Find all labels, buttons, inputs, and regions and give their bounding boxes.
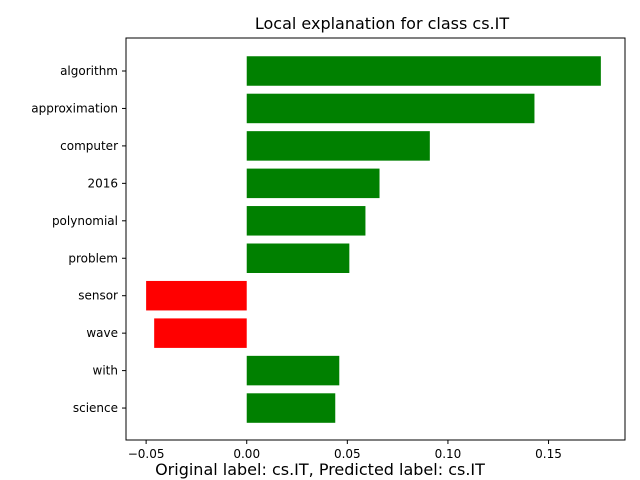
y-tick-label: 2016 (87, 176, 118, 190)
y-tick-label: computer (60, 139, 118, 153)
bar-approximation (246, 93, 535, 124)
bar-with (246, 355, 340, 386)
y-tick-label: polynomial (52, 214, 118, 228)
bar-algorithm (246, 56, 601, 86)
y-tick-label: wave (86, 326, 118, 340)
bar-computer (246, 131, 430, 161)
y-tick-label: algorithm (60, 64, 118, 78)
bar-polynomial (246, 206, 366, 236)
y-tick-label: with (93, 364, 118, 378)
footer-label: Original label: cs.IT, Predicted label: … (155, 460, 485, 479)
bar-2016 (246, 168, 380, 199)
bar-sensor (146, 280, 247, 311)
bars-group (146, 56, 601, 423)
x-tick-label: 0.05 (334, 447, 361, 461)
x-tick-label: 0.00 (233, 447, 260, 461)
x-tick-label: 0.15 (535, 447, 562, 461)
x-tick-label: 0.10 (435, 447, 462, 461)
y-tick-label: science (73, 401, 118, 415)
y-tick-label: problem (68, 251, 118, 265)
bar-wave (154, 318, 247, 348)
y-axis: algorithm approximation computer 2016 polyno… (31, 64, 126, 415)
bar-problem (246, 243, 350, 273)
y-tick-label: approximation (31, 101, 118, 115)
plot-frame (125, 37, 626, 441)
bar-science (246, 393, 336, 423)
x-tick-label: −0.05 (128, 447, 165, 461)
y-tick-label: sensor (78, 289, 118, 303)
x-axis: −0.05 0.00 0.05 0.10 0.15 (128, 440, 562, 461)
chart-title: Local explanation for class cs.IT (255, 14, 510, 33)
